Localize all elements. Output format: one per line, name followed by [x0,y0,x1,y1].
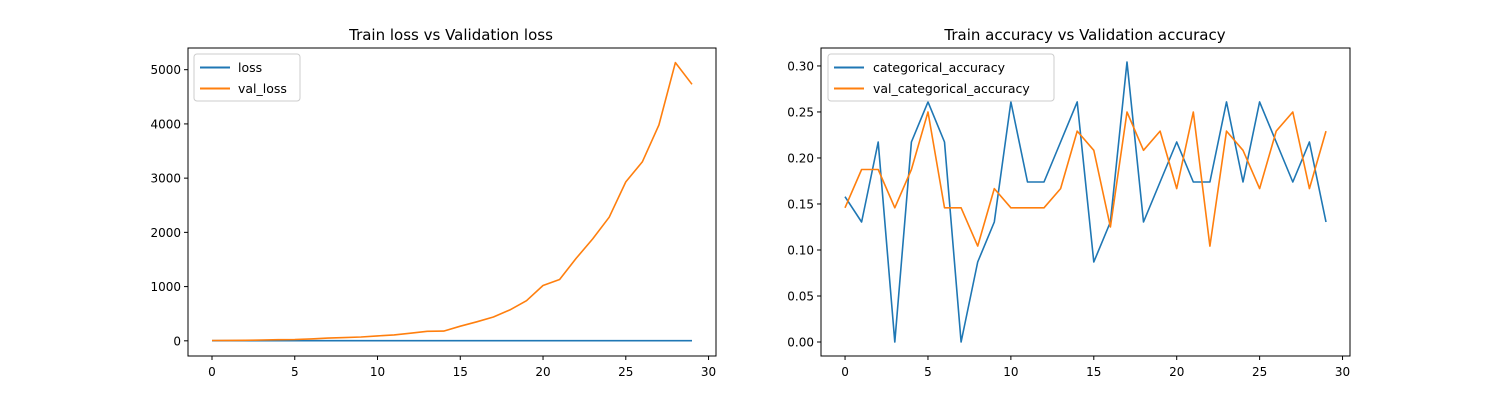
legend-label-loss: loss [238,60,262,75]
x-tick-label: 15 [453,365,468,379]
series-line-val-categorical-accuracy [844,111,1327,247]
x-tick-label: 20 [535,365,550,379]
tick-layer: 0 5 10 15 20 25 30 0.00 0.05 0.10 0.15 0.20 0.25 0.30 [787,59,1350,379]
legend-box [827,53,1055,102]
x-tick-label: 25 [618,365,633,379]
series-line-val-loss [211,61,693,342]
x-tick-label: 25 [1252,365,1267,379]
plot-layer [844,61,1327,343]
x-tick-label: 15 [1086,365,1101,379]
legend: categorical_accuracy val_categorical_acc… [827,53,1055,102]
y-tick-label: 3000 [150,172,181,186]
y-tick-label: 0.05 [787,290,814,304]
x-tick-label: 5 [291,365,299,379]
x-tick-label: 0 [208,365,216,379]
loss-chart: Train loss vs Validation loss 0 5 10 15 20 25… [150,26,717,379]
x-tick-label: 10 [1003,365,1018,379]
y-tick-label: 5000 [150,63,181,77]
x-tick-label: 20 [1169,365,1184,379]
plot-layer [211,61,693,342]
y-tick-label: 1000 [150,280,181,294]
axes-frame [187,47,717,357]
y-tick-label: 0.30 [787,59,814,73]
legend: loss val_loss [193,53,301,102]
legend-label-val-categorical-accuracy: val_categorical_accuracy [873,81,1030,96]
x-tick-label: 30 [1335,365,1350,379]
accuracy-chart: Train accuracy vs Validation accuracy 0 5… [787,26,1351,379]
y-tick-label: 0.10 [787,243,814,257]
y-tick-label: 4000 [150,117,181,131]
chart-title: Train accuracy vs Validation accuracy [943,26,1225,44]
y-tick-label: 0 [173,334,181,348]
x-tick-label: 10 [370,365,385,379]
tick-layer: 0 5 10 15 20 25 30 0 1000 2000 3000 4000 5000 [150,63,716,379]
chart-title: Train loss vs Validation loss [348,26,553,44]
x-tick-label: 0 [841,365,849,379]
series-line-categorical-accuracy [844,61,1327,343]
y-tick-label: 2000 [150,226,181,240]
y-tick-label: 0.20 [787,151,814,165]
y-tick-label: 0.15 [787,197,814,211]
x-tick-label: 5 [924,365,932,379]
axes-frame [820,47,1351,357]
y-tick-label: 0.25 [787,105,814,119]
legend-label-categorical-accuracy: categorical_accuracy [873,60,1006,75]
x-tick-label: 30 [701,365,716,379]
y-tick-label: 0.00 [787,336,814,350]
legend-label-val-loss: val_loss [238,81,287,96]
